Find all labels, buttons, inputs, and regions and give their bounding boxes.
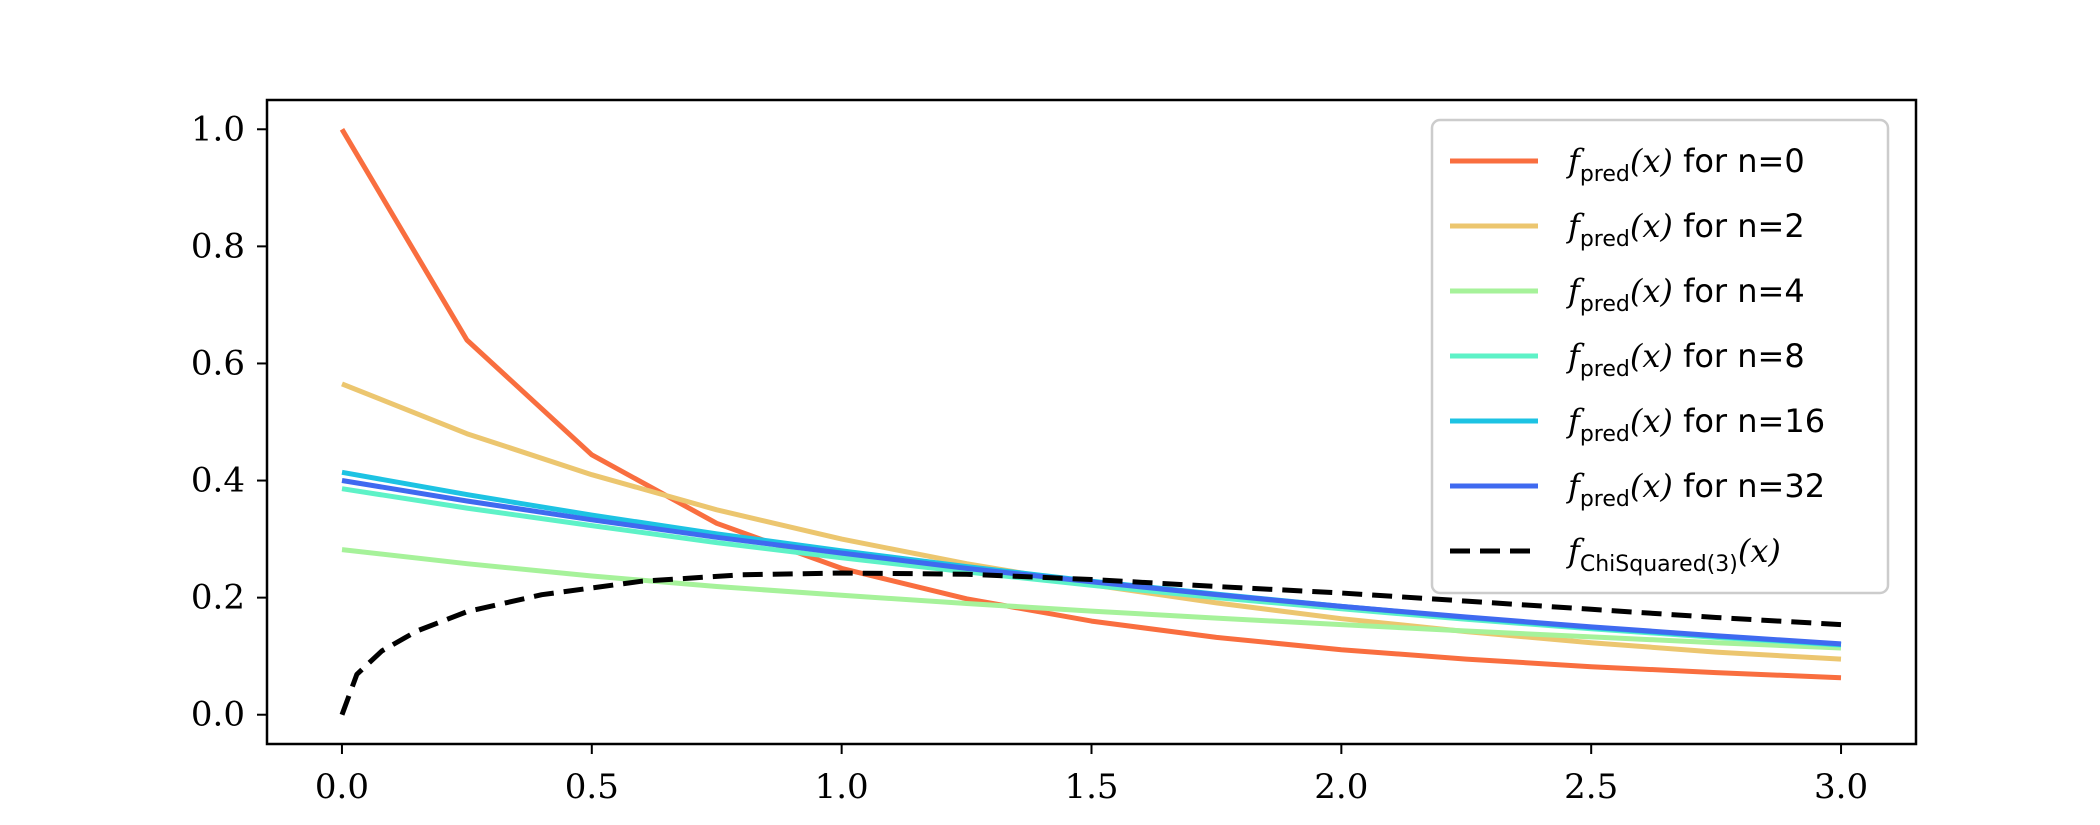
x-tick-label: 0.5 <box>565 767 619 807</box>
y-tick-label: 0.6 <box>191 343 245 383</box>
y-tick-label: 0.8 <box>191 226 245 266</box>
x-tick-label: 2.5 <box>1564 767 1618 807</box>
y-tick-label: 0.4 <box>191 461 245 501</box>
legend-label: fpred(x) for n=16 <box>1566 402 1825 447</box>
plot-lines <box>339 128 1842 716</box>
x-tick-label: 2.0 <box>1314 767 1368 807</box>
x-tick-label: 1.5 <box>1064 767 1118 807</box>
x-tick-label: 3.0 <box>1814 767 1868 807</box>
legend-label: fpred(x) for n=32 <box>1566 467 1825 512</box>
legend-box <box>1430 118 1890 595</box>
x-tick-label: 0.0 <box>315 767 369 807</box>
y-tick-label: 0.2 <box>191 578 245 618</box>
x-axis-ticks: 0.0 0.5 1.0 1.5 2.0 2.5 3.0 <box>315 744 1868 807</box>
y-axis-ticks: 0.0 0.2 0.4 0.6 0.8 1.0 <box>191 109 267 735</box>
y-tick-label: 0.0 <box>191 695 245 735</box>
y-tick-label: 1.0 <box>191 109 245 149</box>
series-line-n-0 <box>339 128 1842 681</box>
series-line-n-4 <box>341 547 1842 651</box>
x-tick-label: 1.0 <box>815 767 869 807</box>
series-line-chisquared-3 <box>339 570 1842 716</box>
